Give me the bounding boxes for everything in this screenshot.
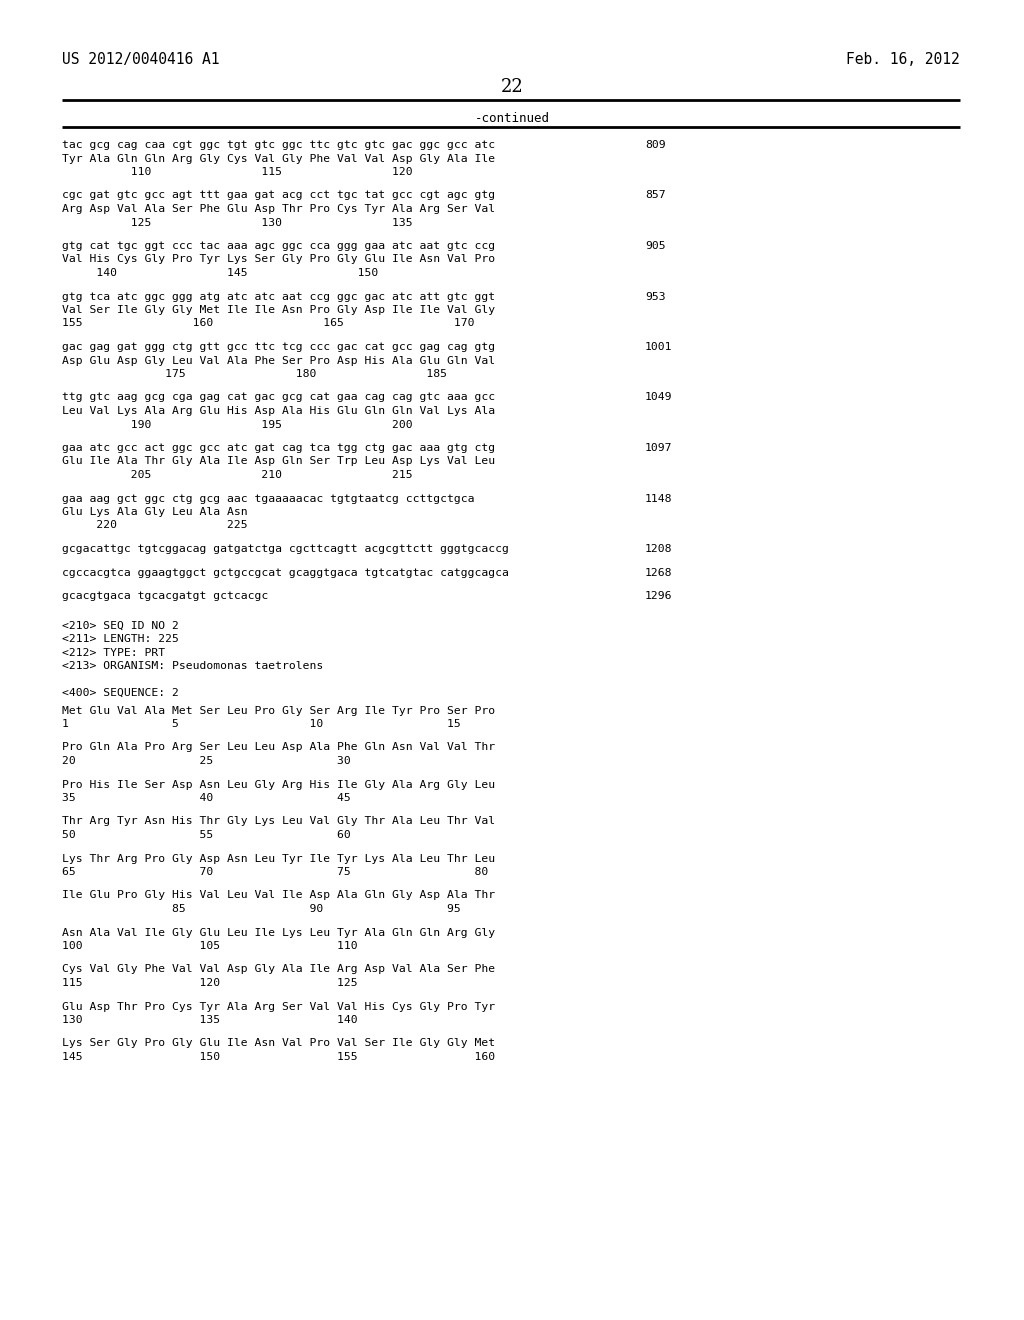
Text: Val His Cys Gly Pro Tyr Lys Ser Gly Pro Gly Glu Ile Asn Val Pro: Val His Cys Gly Pro Tyr Lys Ser Gly Pro … [62, 255, 496, 264]
Text: <210> SEQ ID NO 2: <210> SEQ ID NO 2 [62, 620, 179, 631]
Text: 857: 857 [645, 190, 666, 201]
Text: Cys Val Gly Phe Val Val Asp Gly Ala Ile Arg Asp Val Ala Ser Phe: Cys Val Gly Phe Val Val Asp Gly Ala Ile … [62, 965, 496, 974]
Text: 905: 905 [645, 242, 666, 251]
Text: 125                130                135: 125 130 135 [62, 218, 413, 227]
Text: Feb. 16, 2012: Feb. 16, 2012 [846, 51, 961, 67]
Text: 1296: 1296 [645, 591, 673, 601]
Text: 220                225: 220 225 [62, 520, 248, 531]
Text: 20                  25                  30: 20 25 30 [62, 756, 351, 766]
Text: 110                115                120: 110 115 120 [62, 168, 413, 177]
Text: -continued: -continued [474, 112, 550, 125]
Text: 205                210                215: 205 210 215 [62, 470, 413, 480]
Text: Pro His Ile Ser Asp Asn Leu Gly Arg His Ile Gly Ala Arg Gly Leu: Pro His Ile Ser Asp Asn Leu Gly Arg His … [62, 780, 496, 789]
Text: cgccacgtca ggaagtggct gctgccgcat gcaggtgaca tgtcatgtac catggcagca: cgccacgtca ggaagtggct gctgccgcat gcaggtg… [62, 568, 509, 578]
Text: <400> SEQUENCE: 2: <400> SEQUENCE: 2 [62, 688, 179, 698]
Text: Tyr Ala Gln Gln Arg Gly Cys Val Gly Phe Val Val Asp Gly Ala Ile: Tyr Ala Gln Gln Arg Gly Cys Val Gly Phe … [62, 153, 496, 164]
Text: gaa atc gcc act ggc gcc atc gat cag tca tgg ctg gac aaa gtg ctg: gaa atc gcc act ggc gcc atc gat cag tca … [62, 444, 496, 453]
Text: gac gag gat ggg ctg gtt gcc ttc tcg ccc gac cat gcc gag cag gtg: gac gag gat ggg ctg gtt gcc ttc tcg ccc … [62, 342, 496, 352]
Text: 35                  40                  45: 35 40 45 [62, 793, 351, 803]
Text: <211> LENGTH: 225: <211> LENGTH: 225 [62, 634, 179, 644]
Text: 100                 105                 110: 100 105 110 [62, 941, 357, 950]
Text: 85                  90                  95: 85 90 95 [62, 904, 461, 913]
Text: <212> TYPE: PRT: <212> TYPE: PRT [62, 648, 165, 657]
Text: gaa aag gct ggc ctg gcg aac tgaaaaacac tgtgtaatcg ccttgctgca: gaa aag gct ggc ctg gcg aac tgaaaaacac t… [62, 494, 474, 503]
Text: 190                195                200: 190 195 200 [62, 420, 413, 429]
Text: gtg tca atc ggc ggg atg atc atc aat ccg ggc gac atc att gtc ggt: gtg tca atc ggc ggg atg atc atc aat ccg … [62, 292, 496, 301]
Text: Asp Glu Asp Gly Leu Val Ala Phe Ser Pro Asp His Ala Glu Gln Val: Asp Glu Asp Gly Leu Val Ala Phe Ser Pro … [62, 355, 496, 366]
Text: 1049: 1049 [645, 392, 673, 403]
Text: Glu Lys Ala Gly Leu Ala Asn: Glu Lys Ala Gly Leu Ala Asn [62, 507, 248, 517]
Text: <213> ORGANISM: Pseudomonas taetrolens: <213> ORGANISM: Pseudomonas taetrolens [62, 661, 324, 671]
Text: 175                180                185: 175 180 185 [62, 370, 447, 379]
Text: 1001: 1001 [645, 342, 673, 352]
Text: 809: 809 [645, 140, 666, 150]
Text: US 2012/0040416 A1: US 2012/0040416 A1 [62, 51, 219, 67]
Text: 130                 135                 140: 130 135 140 [62, 1015, 357, 1026]
Text: 155                160                165                170: 155 160 165 170 [62, 318, 474, 329]
Text: Arg Asp Val Ala Ser Phe Glu Asp Thr Pro Cys Tyr Ala Arg Ser Val: Arg Asp Val Ala Ser Phe Glu Asp Thr Pro … [62, 205, 496, 214]
Text: 1268: 1268 [645, 568, 673, 578]
Text: 50                  55                  60: 50 55 60 [62, 830, 351, 840]
Text: Glu Ile Ala Thr Gly Ala Ile Asp Gln Ser Trp Leu Asp Lys Val Leu: Glu Ile Ala Thr Gly Ala Ile Asp Gln Ser … [62, 457, 496, 466]
Text: 1148: 1148 [645, 494, 673, 503]
Text: 145                 150                 155                 160: 145 150 155 160 [62, 1052, 496, 1063]
Text: Val Ser Ile Gly Gly Met Ile Ile Asn Pro Gly Asp Ile Ile Val Gly: Val Ser Ile Gly Gly Met Ile Ile Asn Pro … [62, 305, 496, 315]
Text: 1097: 1097 [645, 444, 673, 453]
Text: tac gcg cag caa cgt ggc tgt gtc ggc ttc gtc gtc gac ggc gcc atc: tac gcg cag caa cgt ggc tgt gtc ggc ttc … [62, 140, 496, 150]
Text: 140                145                150: 140 145 150 [62, 268, 378, 279]
Text: Met Glu Val Ala Met Ser Leu Pro Gly Ser Arg Ile Tyr Pro Ser Pro: Met Glu Val Ala Met Ser Leu Pro Gly Ser … [62, 705, 496, 715]
Text: gtg cat tgc ggt ccc tac aaa agc ggc cca ggg gaa atc aat gtc ccg: gtg cat tgc ggt ccc tac aaa agc ggc cca … [62, 242, 496, 251]
Text: gcacgtgaca tgcacgatgt gctcacgc: gcacgtgaca tgcacgatgt gctcacgc [62, 591, 268, 601]
Text: gcgacattgc tgtcggacag gatgatctga cgcttcagtt acgcgttctt gggtgcaccg: gcgacattgc tgtcggacag gatgatctga cgcttca… [62, 544, 509, 554]
Text: 22: 22 [501, 78, 523, 96]
Text: ttg gtc aag gcg cga gag cat gac gcg cat gaa cag cag gtc aaa gcc: ttg gtc aag gcg cga gag cat gac gcg cat … [62, 392, 496, 403]
Text: Lys Ser Gly Pro Gly Glu Ile Asn Val Pro Val Ser Ile Gly Gly Met: Lys Ser Gly Pro Gly Glu Ile Asn Val Pro … [62, 1039, 496, 1048]
Text: Ile Glu Pro Gly His Val Leu Val Ile Asp Ala Gln Gly Asp Ala Thr: Ile Glu Pro Gly His Val Leu Val Ile Asp … [62, 891, 496, 900]
Text: 953: 953 [645, 292, 666, 301]
Text: 1               5                   10                  15: 1 5 10 15 [62, 719, 461, 729]
Text: Lys Thr Arg Pro Gly Asp Asn Leu Tyr Ile Tyr Lys Ala Leu Thr Leu: Lys Thr Arg Pro Gly Asp Asn Leu Tyr Ile … [62, 854, 496, 863]
Text: Glu Asp Thr Pro Cys Tyr Ala Arg Ser Val Val His Cys Gly Pro Tyr: Glu Asp Thr Pro Cys Tyr Ala Arg Ser Val … [62, 1002, 496, 1011]
Text: Pro Gln Ala Pro Arg Ser Leu Leu Asp Ala Phe Gln Asn Val Val Thr: Pro Gln Ala Pro Arg Ser Leu Leu Asp Ala … [62, 742, 496, 752]
Text: 1208: 1208 [645, 544, 673, 554]
Text: Asn Ala Val Ile Gly Glu Leu Ile Lys Leu Tyr Ala Gln Gln Arg Gly: Asn Ala Val Ile Gly Glu Leu Ile Lys Leu … [62, 928, 496, 937]
Text: cgc gat gtc gcc agt ttt gaa gat acg cct tgc tat gcc cgt agc gtg: cgc gat gtc gcc agt ttt gaa gat acg cct … [62, 190, 496, 201]
Text: Thr Arg Tyr Asn His Thr Gly Lys Leu Val Gly Thr Ala Leu Thr Val: Thr Arg Tyr Asn His Thr Gly Lys Leu Val … [62, 817, 496, 826]
Text: 115                 120                 125: 115 120 125 [62, 978, 357, 987]
Text: 65                  70                  75                  80: 65 70 75 80 [62, 867, 488, 876]
Text: Leu Val Lys Ala Arg Glu His Asp Ala His Glu Gln Gln Val Lys Ala: Leu Val Lys Ala Arg Glu His Asp Ala His … [62, 407, 496, 416]
